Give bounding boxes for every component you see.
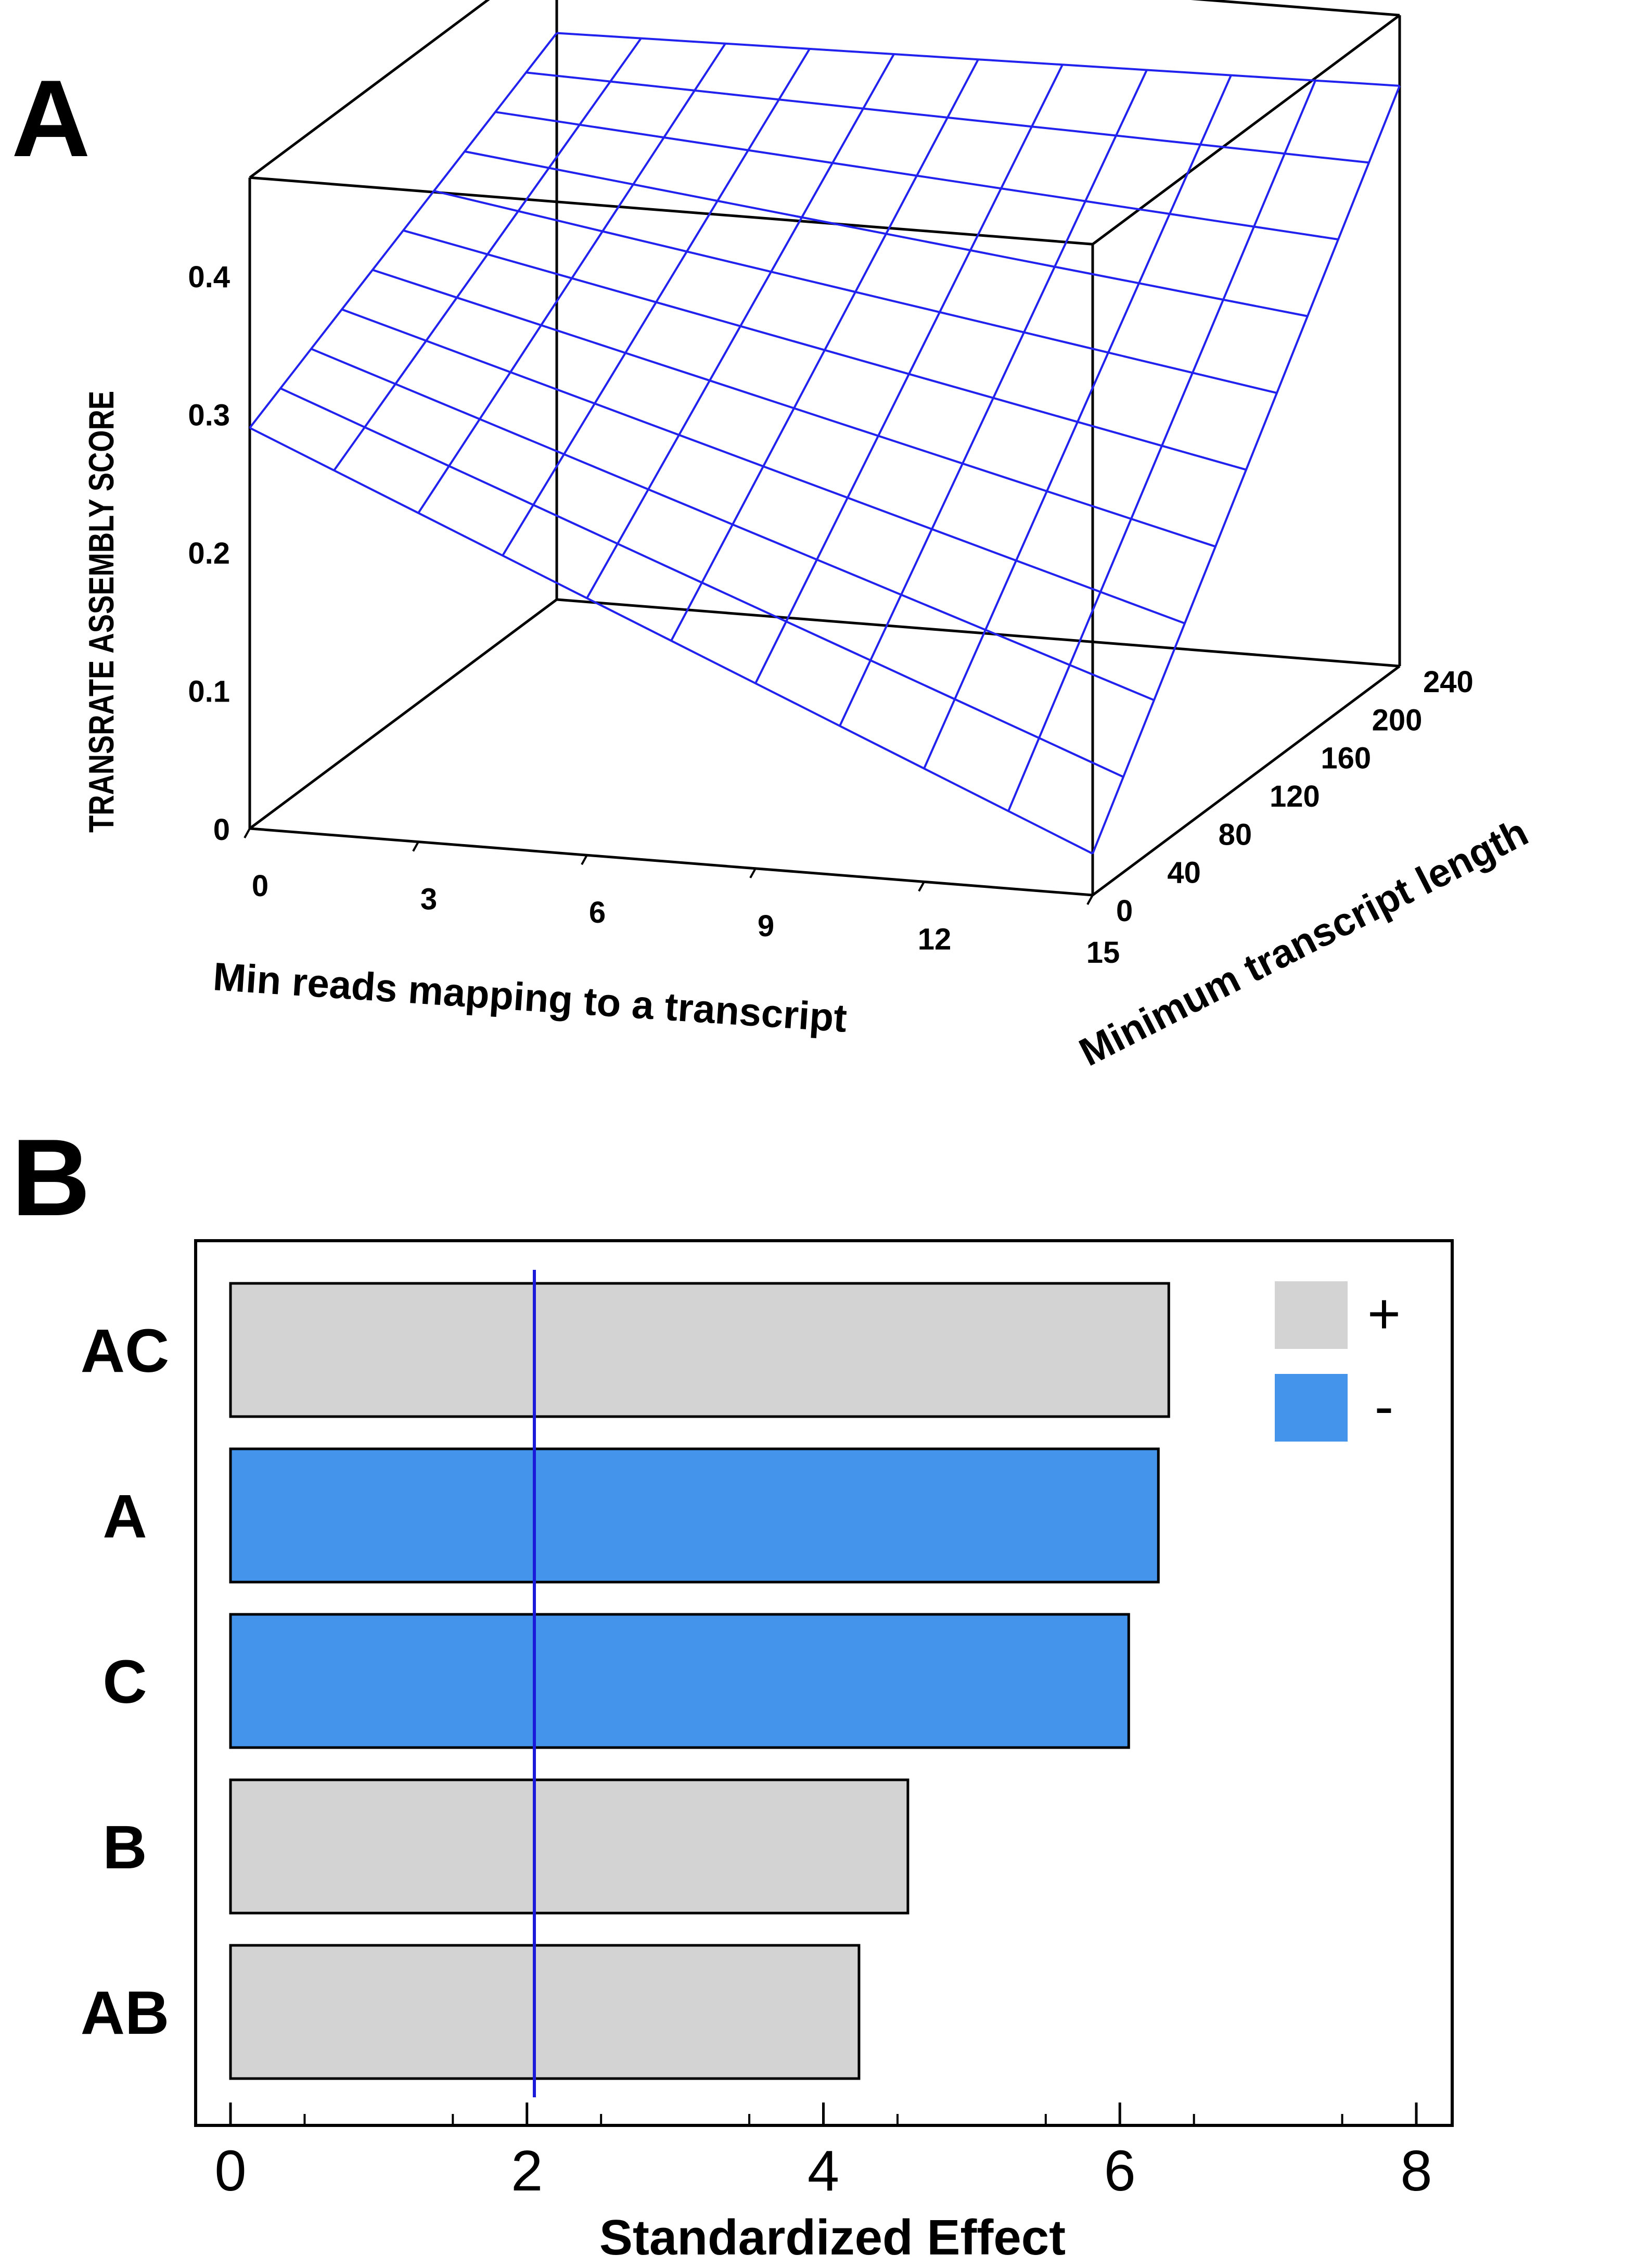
mesh-line-y xyxy=(372,269,1216,548)
mesh-line-y xyxy=(464,150,1308,317)
bar-ac xyxy=(229,1282,1170,1418)
z-tick-label: 0.3 xyxy=(188,399,230,432)
mesh-line-y xyxy=(403,229,1247,471)
x-tick-label-b: 8 xyxy=(1400,2139,1432,2203)
top-left-edge xyxy=(249,0,490,179)
x-axis-label-b: Standardized Effect xyxy=(599,2210,1066,2265)
category-label-ac: AC xyxy=(81,1317,169,1385)
x-tick-label: 3 xyxy=(420,883,437,916)
z-tick-label: 0 xyxy=(213,813,230,847)
z-tick-label: 0.2 xyxy=(188,537,230,570)
x-tick-label-b: 2 xyxy=(511,2139,543,2203)
x-axis-ticks: 0 2 4 6 8 xyxy=(214,2103,1432,2203)
mesh-line-y xyxy=(495,111,1339,240)
y-axis-label: Minimum transcript length xyxy=(1072,810,1535,1075)
y-tick-label: 160 xyxy=(1321,742,1371,775)
y-tick-label: 240 xyxy=(1423,665,1474,699)
category-label-b: B xyxy=(103,1813,147,1882)
mesh-line-y xyxy=(526,71,1369,164)
x-tick-label: 12 xyxy=(918,922,952,956)
x-tick-label: 9 xyxy=(758,909,774,943)
top-front-edge xyxy=(249,176,1093,246)
bars xyxy=(229,1282,1170,2080)
x-tick-label-b: 6 xyxy=(1104,2139,1136,2203)
x-tick-label: 15 xyxy=(1086,936,1120,970)
x-tick-mark xyxy=(918,881,925,892)
y-tick-label: 0 xyxy=(1116,894,1133,928)
x-tick-label: 0 xyxy=(252,869,268,903)
x-tick-mark xyxy=(412,841,419,852)
legend-symbol-minus: - xyxy=(1375,1374,1394,1438)
z-axis-label: TRANSRATE ASSEMBLY SCORE xyxy=(82,391,121,833)
mesh-line-y xyxy=(249,427,1093,855)
x-tick-mark xyxy=(244,828,251,838)
z-tick-label: 0.1 xyxy=(188,675,230,709)
floor-left-edge xyxy=(249,598,558,830)
legend-symbol-plus: + xyxy=(1367,1282,1401,1346)
legend-swatch-plus xyxy=(1275,1281,1348,1349)
category-label-ab: AB xyxy=(81,1979,169,2047)
y-tick-label: 120 xyxy=(1270,780,1320,813)
x-tick-label-b: 4 xyxy=(808,2139,839,2203)
mesh-line-y xyxy=(433,189,1277,394)
bar-c xyxy=(229,1613,1130,1749)
mesh-line-y xyxy=(341,308,1185,625)
y-tick-label: 80 xyxy=(1219,818,1252,851)
z-tick-label: 0.4 xyxy=(188,260,230,294)
mesh-line-y xyxy=(311,348,1155,702)
mesh-line-y xyxy=(280,387,1124,778)
x-tick-label: 6 xyxy=(589,896,606,929)
top-back-edge xyxy=(1190,0,1400,17)
x-tick-mark xyxy=(1086,895,1094,905)
bar-b xyxy=(229,1778,910,1915)
x-tick-mark xyxy=(749,868,757,878)
surface-mesh xyxy=(249,32,1401,855)
floor-front-edge xyxy=(249,827,1093,897)
top-right-edge xyxy=(1092,14,1401,246)
x-axis-label: Min reads mapping to a transcript xyxy=(212,954,848,1041)
bar-a xyxy=(229,1447,1160,1584)
panel-a-letter: A xyxy=(11,57,91,180)
legend: +- xyxy=(1275,1281,1401,1442)
y-tick-label: 200 xyxy=(1372,703,1423,737)
mesh-line-y xyxy=(556,32,1400,87)
category-label-a: A xyxy=(103,1482,147,1551)
bar-ab xyxy=(229,1944,861,2080)
panel-b-letter: B xyxy=(11,1116,91,1239)
x-tick-label-b: 0 xyxy=(214,2139,246,2203)
category-label-c: C xyxy=(103,1648,147,1716)
legend-swatch-minus xyxy=(1275,1374,1348,1442)
floor-back-edge xyxy=(556,598,1400,668)
y-tick-label: 40 xyxy=(1167,856,1201,890)
x-tick-mark xyxy=(581,855,588,865)
floor-right-edge xyxy=(1092,665,1401,897)
plot-box-3d xyxy=(244,0,1401,905)
